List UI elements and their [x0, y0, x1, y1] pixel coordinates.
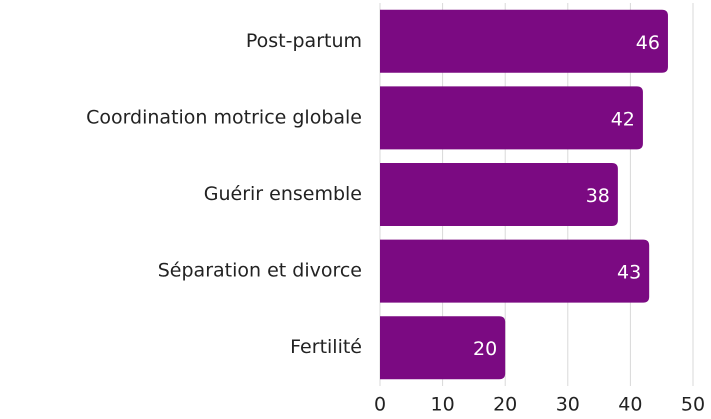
x-tick-label: 40 — [618, 394, 642, 416]
bar — [380, 86, 643, 150]
x-tick-label: 10 — [431, 394, 455, 416]
y-tick-label: Post-partum — [246, 30, 362, 52]
value-label: 38 — [586, 185, 610, 207]
bar — [380, 9, 668, 73]
y-tick-label: Coordination motrice globale — [86, 106, 362, 128]
x-tick-label: 30 — [556, 394, 580, 416]
y-tick-label: Séparation et divorce — [158, 260, 362, 282]
value-label: 46 — [636, 32, 660, 54]
value-label: 20 — [473, 338, 497, 360]
x-tick-label: 50 — [681, 394, 705, 416]
y-tick-label: Guérir ensemble — [204, 183, 362, 205]
y-tick-label: Fertilité — [290, 336, 362, 358]
x-tick-label: 20 — [493, 394, 517, 416]
bar — [380, 163, 618, 226]
bar — [380, 239, 650, 303]
bar — [380, 316, 506, 380]
value-label: 43 — [617, 262, 641, 284]
x-tick-label: 0 — [374, 394, 386, 416]
value-label: 42 — [611, 108, 635, 130]
